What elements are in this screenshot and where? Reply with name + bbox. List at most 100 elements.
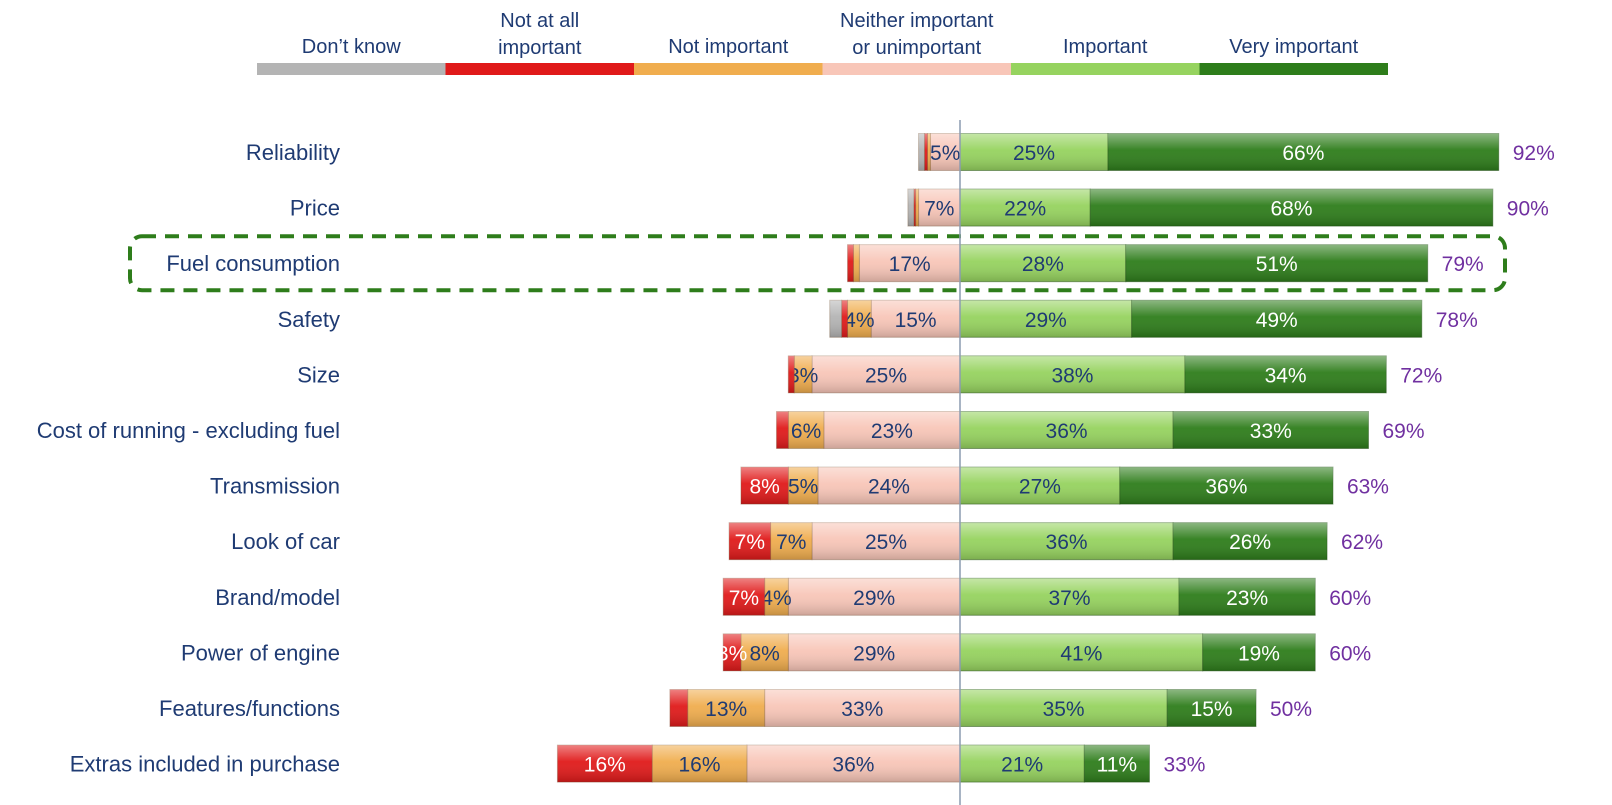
row-power-of-engine: Power of engine 29% 8%3% 41% 19% 60% xyxy=(181,634,1371,671)
data-label-important: 25% xyxy=(1013,142,1055,165)
data-label-not-at-all-important: 7% xyxy=(729,587,759,610)
row-reliability: Reliability 5% 25% 66% 92% xyxy=(246,134,1555,171)
data-label-neither-important-or-unimportant: 7% xyxy=(924,198,954,221)
row-cost-of-running-excluding-fuel: Cost of running - excluding fuel 23%6% 36%… xyxy=(37,412,1425,449)
data-label-important: 36% xyxy=(1046,531,1088,554)
data-label-neither-important-or-unimportant: 15% xyxy=(895,309,937,332)
data-label-very-important: 19% xyxy=(1238,642,1280,665)
data-label-neither-important-or-unimportant: 36% xyxy=(832,754,874,777)
data-label-neither-important-or-unimportant: 17% xyxy=(889,253,931,276)
legend-label-neither-important-or-unimportant: Neither important xyxy=(840,10,994,32)
data-label-important: 41% xyxy=(1060,642,1102,665)
category-label: Reliability xyxy=(246,140,340,165)
legend-label-neither-important-or-unimportant: or unimportant xyxy=(852,37,981,59)
legend-swatch-not-at-all-important xyxy=(446,63,635,75)
total-label: 69% xyxy=(1382,420,1424,443)
data-label-very-important: 34% xyxy=(1265,364,1307,387)
data-label-very-important: 49% xyxy=(1256,309,1298,332)
legend-label-not-at-all-important: important xyxy=(498,37,582,59)
data-label-not-important: 5% xyxy=(788,476,818,499)
data-label-neither-important-or-unimportant: 25% xyxy=(865,531,907,554)
row-look-of-car: Look of car 25%7%7% 36% 26% 62% xyxy=(231,523,1383,560)
data-label-very-important: 36% xyxy=(1205,476,1247,499)
category-label: Extras included in purchase xyxy=(70,752,340,777)
data-label-very-important: 15% xyxy=(1191,698,1233,721)
data-label-important: 37% xyxy=(1049,587,1091,610)
data-label-not-important: 7% xyxy=(776,531,806,554)
data-label-not-at-all-important: 16% xyxy=(584,754,626,777)
bar-shade xyxy=(788,356,794,393)
data-label-very-important: 33% xyxy=(1250,420,1292,443)
data-label-important: 21% xyxy=(1001,754,1043,777)
data-label-important: 35% xyxy=(1043,698,1085,721)
bar-shade xyxy=(919,134,925,171)
data-label-neither-important-or-unimportant: 29% xyxy=(853,587,895,610)
data-label-not-at-all-important: 7% xyxy=(735,531,765,554)
row-fuel-consumption: Fuel consumption 17% 28% 51% 79% xyxy=(166,245,1483,282)
total-label: 63% xyxy=(1347,476,1389,499)
category-label: Transmission xyxy=(210,474,340,499)
category-label: Power of engine xyxy=(181,640,340,665)
bars-group: Reliability 5% 25% 66% 92%Price 7% 22% 68% 90%Fu… xyxy=(37,134,1555,783)
bar-shade xyxy=(908,189,914,226)
category-label: Size xyxy=(297,362,340,387)
legend-swatch-important xyxy=(1011,63,1200,75)
data-label-not-at-all-important: 8% xyxy=(749,476,779,499)
data-label-not-important: 13% xyxy=(705,698,747,721)
data-label-important: 28% xyxy=(1022,253,1064,276)
total-label: 72% xyxy=(1400,364,1442,387)
data-label-very-important: 11% xyxy=(1097,754,1137,777)
bar-shade xyxy=(848,245,854,282)
legend-swatch-not-important xyxy=(634,63,823,75)
data-label-neither-important-or-unimportant: 5% xyxy=(930,142,960,165)
legend-label-not-at-all-important: Not at all xyxy=(500,10,579,32)
row-safety: Safety 15% 4% 29% 49% 78% xyxy=(278,300,1478,337)
total-label: 92% xyxy=(1513,142,1555,165)
category-label: Look of car xyxy=(231,529,340,554)
data-label-not-important: 16% xyxy=(679,754,721,777)
bar-shade xyxy=(670,690,688,727)
data-label-not-important: 4% xyxy=(844,309,874,332)
data-label-neither-important-or-unimportant: 24% xyxy=(868,476,910,499)
data-label-neither-important-or-unimportant: 33% xyxy=(841,698,883,721)
data-label-very-important: 23% xyxy=(1226,587,1268,610)
category-label: Fuel consumption xyxy=(166,251,340,276)
data-label-not-important: 8% xyxy=(749,642,779,665)
data-label-not-important: 6% xyxy=(791,420,821,443)
data-label-important: 27% xyxy=(1019,476,1061,499)
legend-swatch-neither-important-or-unimportant xyxy=(823,63,1012,75)
total-label: 33% xyxy=(1163,754,1205,777)
category-label: Safety xyxy=(278,307,340,332)
total-label: 79% xyxy=(1442,253,1484,276)
bar-shade xyxy=(853,245,859,282)
category-label: Features/functions xyxy=(159,696,340,721)
data-label-not-important: 4% xyxy=(761,587,791,610)
legend-label-very-important: Very important xyxy=(1229,36,1358,58)
legend-swatch-don-t-know xyxy=(257,63,446,75)
data-label-very-important: 68% xyxy=(1271,198,1313,221)
legend-label-important: Important xyxy=(1063,36,1148,58)
bar-shade xyxy=(776,412,788,449)
row-brand-model: Brand/model 29% 4%7% 37% 23% 60% xyxy=(215,578,1371,615)
legend-label-not-important: Not important xyxy=(668,36,788,58)
row-size: Size 25% 3% 38% 34% 72% xyxy=(297,356,1442,393)
category-label: Price xyxy=(290,196,340,221)
row-price: Price 7% 22% 68% 90% xyxy=(290,189,1549,226)
data-label-important: 38% xyxy=(1051,364,1093,387)
row-transmission: Transmission 24% 5% 8% 27% 36% 63% xyxy=(210,467,1389,504)
total-label: 60% xyxy=(1329,587,1371,610)
data-label-neither-important-or-unimportant: 29% xyxy=(853,642,895,665)
total-label: 62% xyxy=(1341,531,1383,554)
data-label-important: 22% xyxy=(1004,198,1046,221)
data-label-very-important: 51% xyxy=(1256,253,1298,276)
data-label-very-important: 66% xyxy=(1282,142,1324,165)
bar-shade xyxy=(842,300,848,337)
legend-label-don-t-know: Don’t know xyxy=(302,36,401,58)
row-features-functions: Features/functions 33% 13% 35% 15% 50% xyxy=(159,690,1312,727)
legend-swatch-very-important xyxy=(1200,63,1389,75)
data-label-not-at-all-important: 3% xyxy=(717,642,747,665)
data-label-neither-important-or-unimportant: 23% xyxy=(871,420,913,443)
data-label-important: 29% xyxy=(1025,309,1067,332)
category-label: Cost of running - excluding fuel xyxy=(37,418,340,443)
